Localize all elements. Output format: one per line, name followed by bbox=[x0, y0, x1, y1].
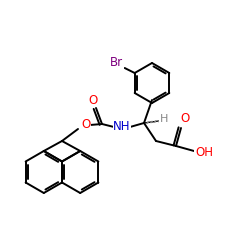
Text: O: O bbox=[180, 112, 190, 126]
Text: O: O bbox=[82, 118, 90, 132]
Text: H: H bbox=[160, 114, 168, 124]
Text: OH: OH bbox=[195, 146, 213, 160]
Text: O: O bbox=[88, 94, 98, 106]
Text: NH: NH bbox=[113, 120, 131, 134]
Text: Br: Br bbox=[110, 56, 123, 70]
